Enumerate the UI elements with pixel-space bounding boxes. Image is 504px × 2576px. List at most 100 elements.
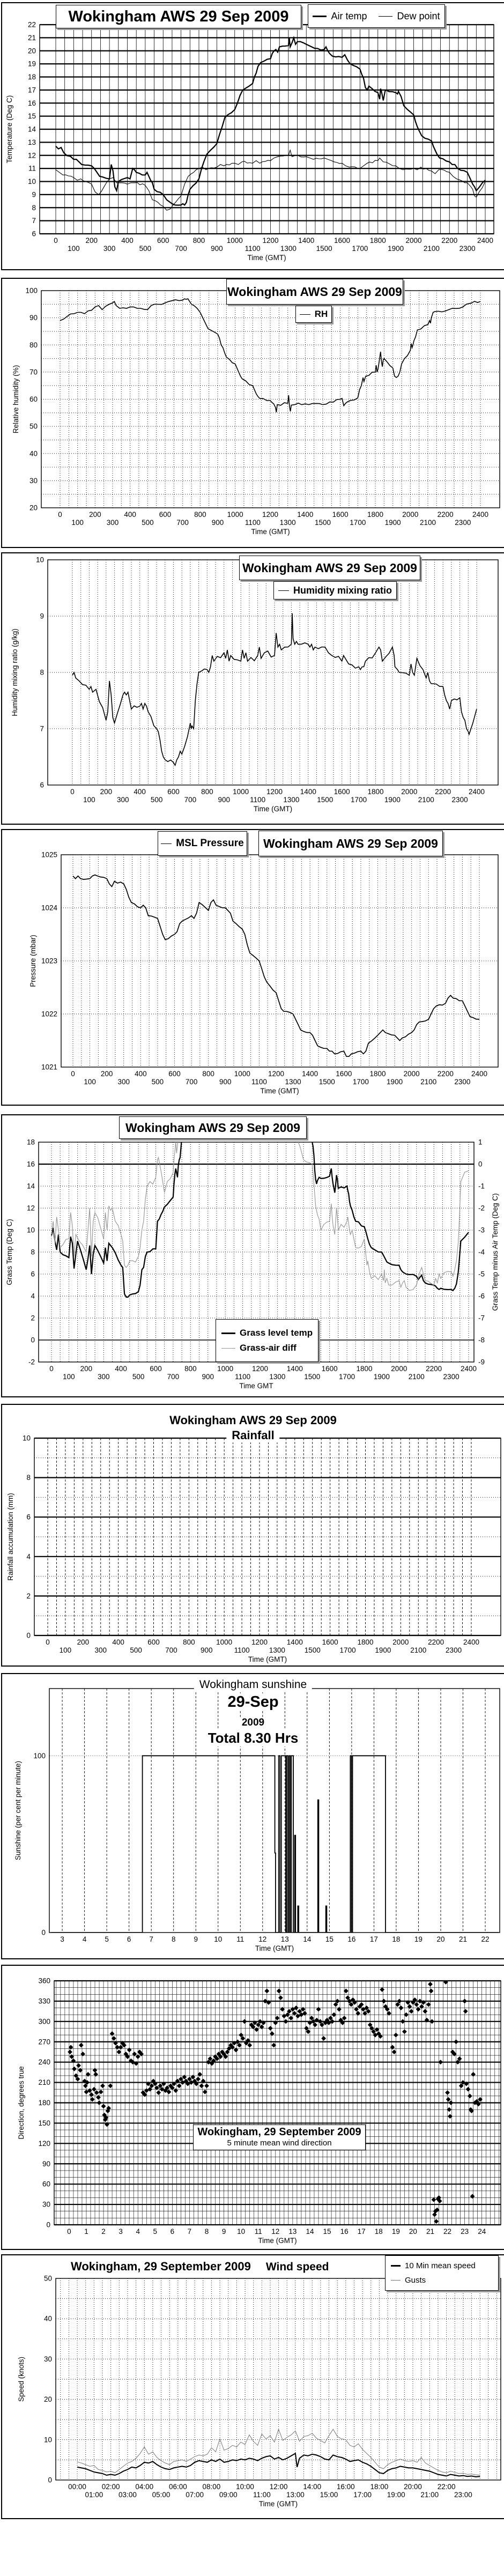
svg-text:500: 500 — [151, 796, 163, 804]
svg-text:100: 100 — [71, 519, 84, 527]
svg-text:1100: 1100 — [251, 1078, 267, 1086]
svg-text:100: 100 — [60, 1646, 72, 1654]
svg-text:15:00: 15:00 — [320, 2491, 338, 2499]
svg-text:8: 8 — [32, 204, 36, 212]
chart-title: Wokingham, 29 September 2009 — [197, 2126, 361, 2138]
svg-text:400: 400 — [112, 1638, 124, 1646]
svg-text:14: 14 — [28, 125, 36, 134]
svg-text:1300: 1300 — [283, 796, 299, 804]
svg-text:16: 16 — [340, 2227, 349, 2236]
svg-text:2400: 2400 — [469, 788, 485, 796]
svg-text:04:00: 04:00 — [135, 2483, 153, 2491]
svg-text:200: 200 — [89, 510, 101, 519]
svg-text:17: 17 — [370, 1935, 378, 1943]
svg-text:2300: 2300 — [443, 1373, 459, 1381]
svg-text:23:00: 23:00 — [454, 2491, 472, 2499]
svg-text:1000: 1000 — [227, 510, 243, 519]
svg-text:5: 5 — [105, 1935, 109, 1943]
svg-text:1: 1 — [84, 2227, 88, 2236]
svg-text:500: 500 — [142, 519, 154, 527]
legend-item: RH — [299, 309, 328, 320]
svg-text:1500: 1500 — [305, 1646, 321, 1654]
chart-title-text: Wokingham AWS 29 Sep 2009 — [227, 284, 402, 299]
svg-text:14:00: 14:00 — [303, 2483, 321, 2491]
svg-text:2000: 2000 — [391, 1365, 407, 1373]
svg-text:1600: 1600 — [336, 1070, 352, 1078]
svg-text:-6: -6 — [478, 1292, 485, 1300]
mixing-ratio-line-swatch-icon — [278, 590, 289, 591]
svg-text:1700: 1700 — [352, 245, 368, 253]
svg-text:13:00: 13:00 — [286, 2491, 305, 2499]
svg-text:600: 600 — [157, 236, 169, 245]
svg-text:23: 23 — [461, 2227, 469, 2236]
svg-text:Time (GMT): Time (GMT) — [247, 254, 286, 262]
svg-text:70: 70 — [29, 368, 38, 376]
svg-text:21:00: 21:00 — [420, 2491, 439, 2499]
svg-text:900: 900 — [201, 1646, 213, 1654]
svg-text:10: 10 — [36, 556, 44, 564]
svg-text:-4: -4 — [478, 1248, 485, 1256]
svg-text:1100: 1100 — [245, 245, 261, 253]
svg-text:0: 0 — [478, 1160, 483, 1168]
svg-text:600: 600 — [147, 1638, 160, 1646]
svg-text:1700: 1700 — [340, 1646, 356, 1654]
chart-title: Wokingham AWS 29 Sep 2009 — [258, 831, 443, 856]
svg-text:7: 7 — [40, 725, 44, 733]
svg-text:200: 200 — [77, 1638, 90, 1646]
svg-text:20:00: 20:00 — [404, 2483, 422, 2491]
chart-subtitle-text: Rainfall — [232, 1428, 275, 1442]
svg-text:2100: 2100 — [409, 1373, 425, 1381]
svg-text:19: 19 — [392, 2227, 400, 2236]
svg-text:100: 100 — [33, 1752, 46, 1760]
svg-text:1500: 1500 — [317, 796, 333, 804]
chart-title-text: Wokingham sunshine — [199, 1678, 307, 1691]
svg-text:2300: 2300 — [459, 245, 476, 253]
svg-text:16: 16 — [27, 1160, 35, 1168]
svg-text:900: 900 — [219, 1078, 232, 1086]
svg-text:360: 360 — [38, 1977, 50, 1985]
svg-text:Time (GMT): Time (GMT) — [251, 528, 290, 536]
svg-text:2100: 2100 — [410, 1646, 426, 1654]
svg-text:500: 500 — [130, 1646, 142, 1654]
svg-text:24: 24 — [478, 2227, 486, 2236]
svg-text:1300: 1300 — [269, 1646, 285, 1654]
svg-text:7: 7 — [32, 217, 36, 225]
svg-text:100: 100 — [84, 1078, 96, 1086]
svg-text:1800: 1800 — [357, 1638, 373, 1646]
svg-text:1400: 1400 — [298, 236, 314, 245]
svg-text:700: 700 — [167, 1373, 180, 1381]
svg-text:800: 800 — [183, 1638, 195, 1646]
svg-text:1100: 1100 — [235, 1373, 250, 1381]
svg-text:400: 400 — [115, 1365, 127, 1373]
svg-text:0: 0 — [49, 1365, 54, 1373]
relative-humidity-chart: 0 100 200 300 400 500 600 700 800 900100011001200… — [12, 287, 500, 536]
svg-text:1900: 1900 — [388, 245, 404, 253]
svg-text:0: 0 — [46, 1638, 50, 1646]
svg-text:10:00: 10:00 — [236, 2483, 254, 2491]
svg-text:60: 60 — [29, 395, 38, 403]
svg-text:-9: -9 — [478, 1358, 485, 1366]
svg-text:9: 9 — [40, 612, 44, 620]
svg-text:2200: 2200 — [438, 510, 454, 519]
svg-text:10: 10 — [28, 177, 36, 186]
svg-text:10: 10 — [44, 2436, 52, 2444]
svg-text:1800: 1800 — [370, 236, 386, 245]
chart-title: Wokingham AWS 29 Sep 2009 — [226, 279, 403, 305]
chart-title: Wokingham, 29 September 2009 Wind speed — [71, 2260, 329, 2274]
svg-text:07:00: 07:00 — [186, 2491, 204, 2499]
svg-text:16:00: 16:00 — [337, 2483, 355, 2491]
svg-text:1000: 1000 — [233, 788, 249, 796]
svg-text:3: 3 — [118, 2227, 123, 2236]
svg-text:11: 11 — [255, 2227, 262, 2236]
svg-text:1700: 1700 — [339, 1373, 355, 1381]
svg-text:12:00: 12:00 — [270, 2483, 288, 2491]
chart-title-text: Wokingham AWS 29 Sep 2009 — [125, 1120, 300, 1135]
svg-text:1000: 1000 — [234, 1070, 250, 1078]
svg-text:Temperature (Deg C): Temperature (Deg C) — [5, 95, 13, 164]
svg-text:Time GMT: Time GMT — [239, 1382, 273, 1390]
humidity-mixing-ratio-chart: 0 100 200 300 400 500 600 700 800 900100011001200… — [11, 556, 499, 813]
svg-text:150: 150 — [38, 2119, 50, 2127]
svg-text:14: 14 — [27, 1182, 35, 1190]
svg-text:1100: 1100 — [250, 796, 265, 804]
